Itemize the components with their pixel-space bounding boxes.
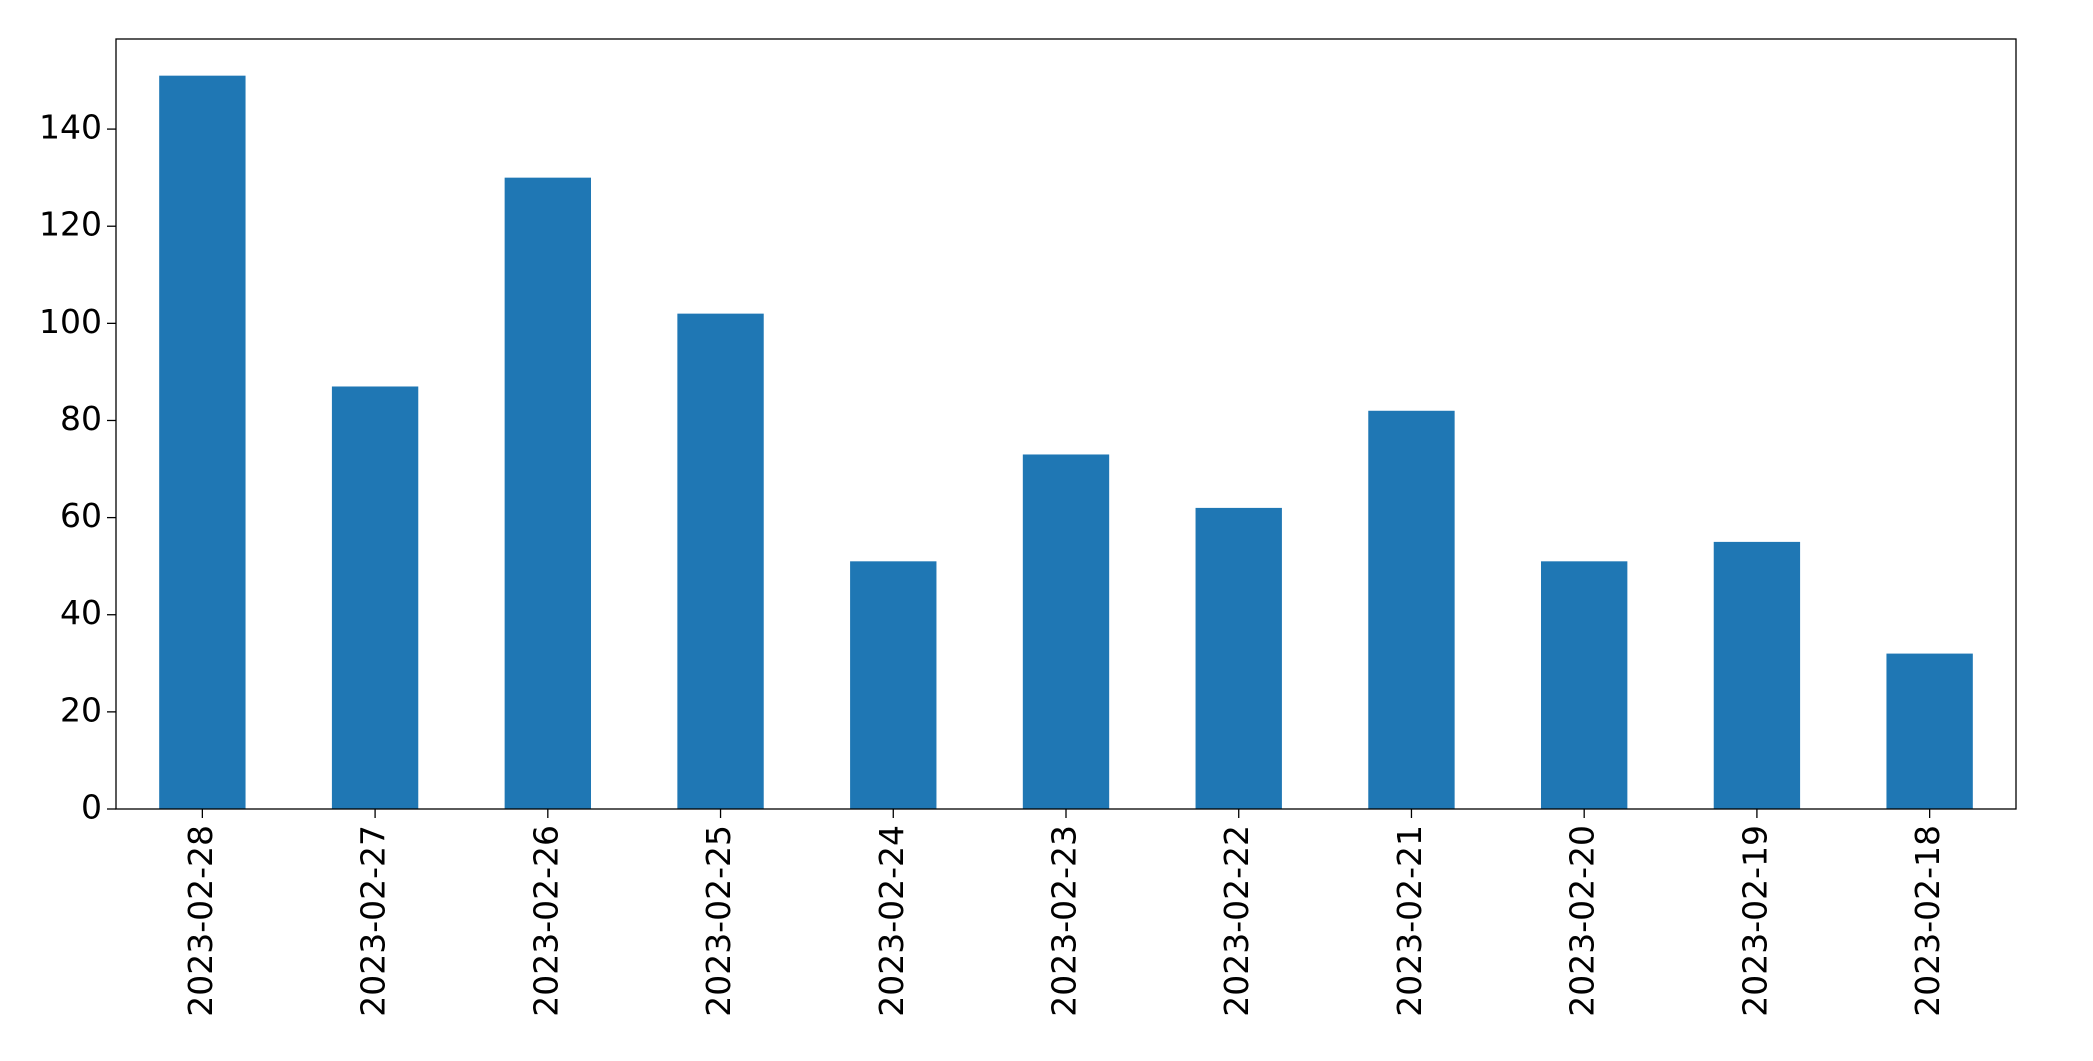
bar — [1541, 561, 1628, 809]
bar — [850, 561, 937, 809]
y-tick-label: 120 — [39, 205, 102, 244]
x-tick-label: 2023-02-26 — [526, 825, 565, 1017]
x-tick-label: 2023-02-27 — [354, 825, 393, 1017]
x-tick-label: 2023-02-24 — [872, 825, 911, 1017]
x-tick-label: 2023-02-28 — [181, 825, 220, 1017]
y-tick-label: 20 — [60, 690, 102, 729]
x-tick-label: 2023-02-21 — [1390, 825, 1429, 1017]
y-tick-label: 140 — [39, 108, 102, 147]
y-tick-label: 80 — [60, 399, 102, 438]
x-tick-label: 2023-02-19 — [1735, 825, 1774, 1017]
bar — [331, 386, 419, 809]
x-tick-label: 2023-02-25 — [699, 825, 738, 1017]
x-tick-label: 2023-02-23 — [1045, 825, 1084, 1017]
y-tick-label: 0 — [81, 788, 102, 827]
y-tick-label: 60 — [60, 496, 102, 535]
bar — [1195, 507, 1282, 809]
bar — [677, 313, 764, 809]
x-tick-label: 2023-02-20 — [1563, 825, 1602, 1017]
bar — [159, 75, 246, 809]
plot-frame — [115, 38, 2017, 810]
bar — [1368, 410, 1455, 809]
bar — [504, 177, 591, 809]
y-tick-label: 100 — [39, 302, 102, 341]
bar — [1022, 454, 1110, 809]
bar — [1713, 541, 1801, 809]
x-tick-label: 2023-02-22 — [1217, 825, 1256, 1017]
x-tick-label: 2023-02-18 — [1908, 825, 1947, 1017]
y-tick-label: 40 — [60, 593, 102, 632]
bar — [1886, 653, 1973, 809]
